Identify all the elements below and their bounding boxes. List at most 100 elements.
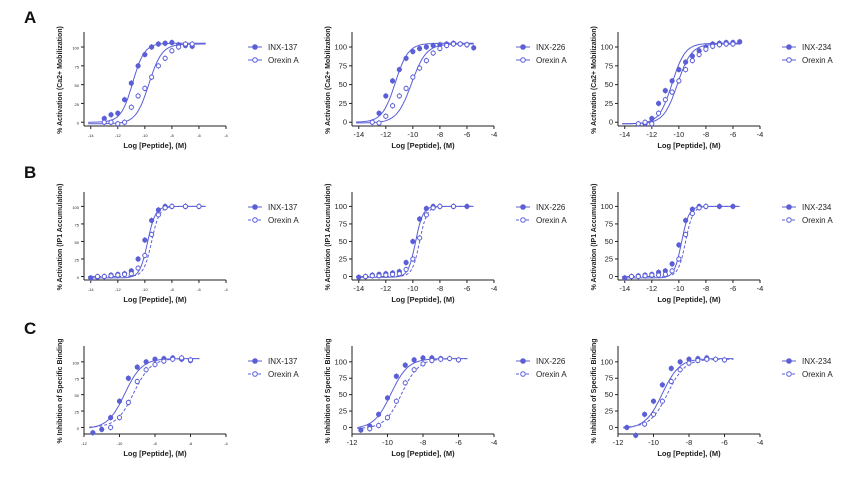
data-point <box>170 356 176 362</box>
x-tick-label: -4 <box>491 438 498 447</box>
data-point <box>128 104 134 110</box>
data-point <box>695 357 701 364</box>
panel-letter-a: A <box>24 8 37 27</box>
x-tick-label: -4 <box>757 284 764 293</box>
y-tick-label: 0 <box>609 423 613 432</box>
panel-letter-b: B <box>24 163 37 182</box>
legend-label: Orexin A <box>268 56 299 65</box>
data-point <box>135 265 141 271</box>
data-point <box>362 273 369 280</box>
data-point <box>128 271 134 277</box>
data-point <box>135 63 141 69</box>
x-tick-label: -8 <box>437 284 444 293</box>
data-point <box>683 217 689 224</box>
legend-label: Orexin A <box>802 370 833 379</box>
y-tick-label: 100 <box>334 202 347 211</box>
data-point <box>358 427 364 433</box>
data-point <box>143 359 149 365</box>
data-point <box>169 203 175 210</box>
y-tick-label: 100 <box>72 360 79 365</box>
data-point <box>383 93 389 99</box>
legend-marker <box>786 44 792 50</box>
data-point <box>369 119 375 125</box>
x-tick-label: -12 <box>613 438 624 447</box>
legend-label: INX-234 <box>802 357 832 366</box>
data-point <box>437 45 443 52</box>
y-tick-label: 0 <box>77 275 80 280</box>
y-tick-label: 50 <box>75 393 80 398</box>
data-point <box>417 65 423 71</box>
fit-curve-test <box>88 205 206 279</box>
data-point <box>121 119 128 125</box>
legend-marker <box>252 44 258 50</box>
data-point <box>642 411 648 417</box>
x-tick-label: -10 <box>673 130 684 139</box>
data-point <box>437 203 443 210</box>
x-tick-label: -14 <box>619 130 630 139</box>
data-point <box>423 212 429 218</box>
x-axis-label: Log [Peptide], (M) <box>123 141 187 150</box>
x-tick-label: -8 <box>686 438 693 447</box>
data-point <box>384 395 391 401</box>
data-point <box>423 57 429 64</box>
legend-marker <box>786 371 792 377</box>
x-tick-label: -14 <box>88 133 95 138</box>
data-point <box>402 380 408 386</box>
data-point <box>723 41 729 47</box>
x-tick-label: -14 <box>88 287 95 292</box>
data-point <box>677 367 683 373</box>
data-point <box>659 382 665 388</box>
x-tick-label: -8 <box>170 133 174 138</box>
data-point <box>155 63 161 69</box>
y-axis-label: % Activation (Ca2+ Mobilization) <box>325 26 332 134</box>
legend-marker <box>252 217 258 223</box>
data-point <box>628 273 635 280</box>
data-point <box>721 357 728 363</box>
legend-label: Orexin A <box>268 216 299 225</box>
data-point <box>152 356 158 362</box>
x-tick-label: -14 <box>619 284 630 293</box>
y-tick-label: 75 <box>75 222 80 227</box>
data-point <box>142 237 148 243</box>
data-point <box>149 231 155 238</box>
legend-label: Orexin A <box>802 56 833 65</box>
data-point <box>642 273 648 279</box>
legend-marker <box>520 358 526 364</box>
data-point <box>430 205 436 211</box>
data-point <box>101 273 107 280</box>
fit-curve-test <box>356 42 474 123</box>
chart-panel-1: 0 25 50 75 100 -14 -12 -10 -8 -6 -4 Log [Peptide], … <box>57 26 299 150</box>
y-axis-label: % Inhibition of Specific Binding <box>591 339 598 444</box>
data-point <box>162 40 168 46</box>
x-tick-label: -6 <box>730 284 737 293</box>
data-point <box>438 356 444 362</box>
data-point <box>128 80 134 86</box>
data-point <box>101 119 107 125</box>
data-point <box>410 256 416 262</box>
x-tick-label: -6 <box>464 284 471 293</box>
data-point <box>662 88 668 94</box>
data-point <box>108 424 114 431</box>
data-point <box>356 274 362 280</box>
x-tick-label: -4 <box>757 438 764 447</box>
fit-curve-test <box>622 205 740 279</box>
data-point <box>169 39 175 46</box>
y-tick-label: 0 <box>343 423 347 432</box>
x-tick-label: -4 <box>491 130 498 139</box>
data-point <box>420 361 426 367</box>
data-point <box>423 205 429 212</box>
data-point <box>713 356 719 362</box>
data-point <box>403 85 409 91</box>
data-point <box>676 242 682 248</box>
x-tick-label: -8 <box>703 284 710 293</box>
data-point <box>423 44 429 50</box>
data-point <box>142 85 148 91</box>
data-point <box>383 113 389 119</box>
data-point <box>403 259 409 266</box>
legend-label: INX-234 <box>802 203 832 212</box>
y-tick-label: 100 <box>72 46 79 51</box>
legend-label: INX-137 <box>268 43 298 52</box>
x-tick-label: -6 <box>455 438 462 447</box>
x-tick-label: -12 <box>347 438 358 447</box>
